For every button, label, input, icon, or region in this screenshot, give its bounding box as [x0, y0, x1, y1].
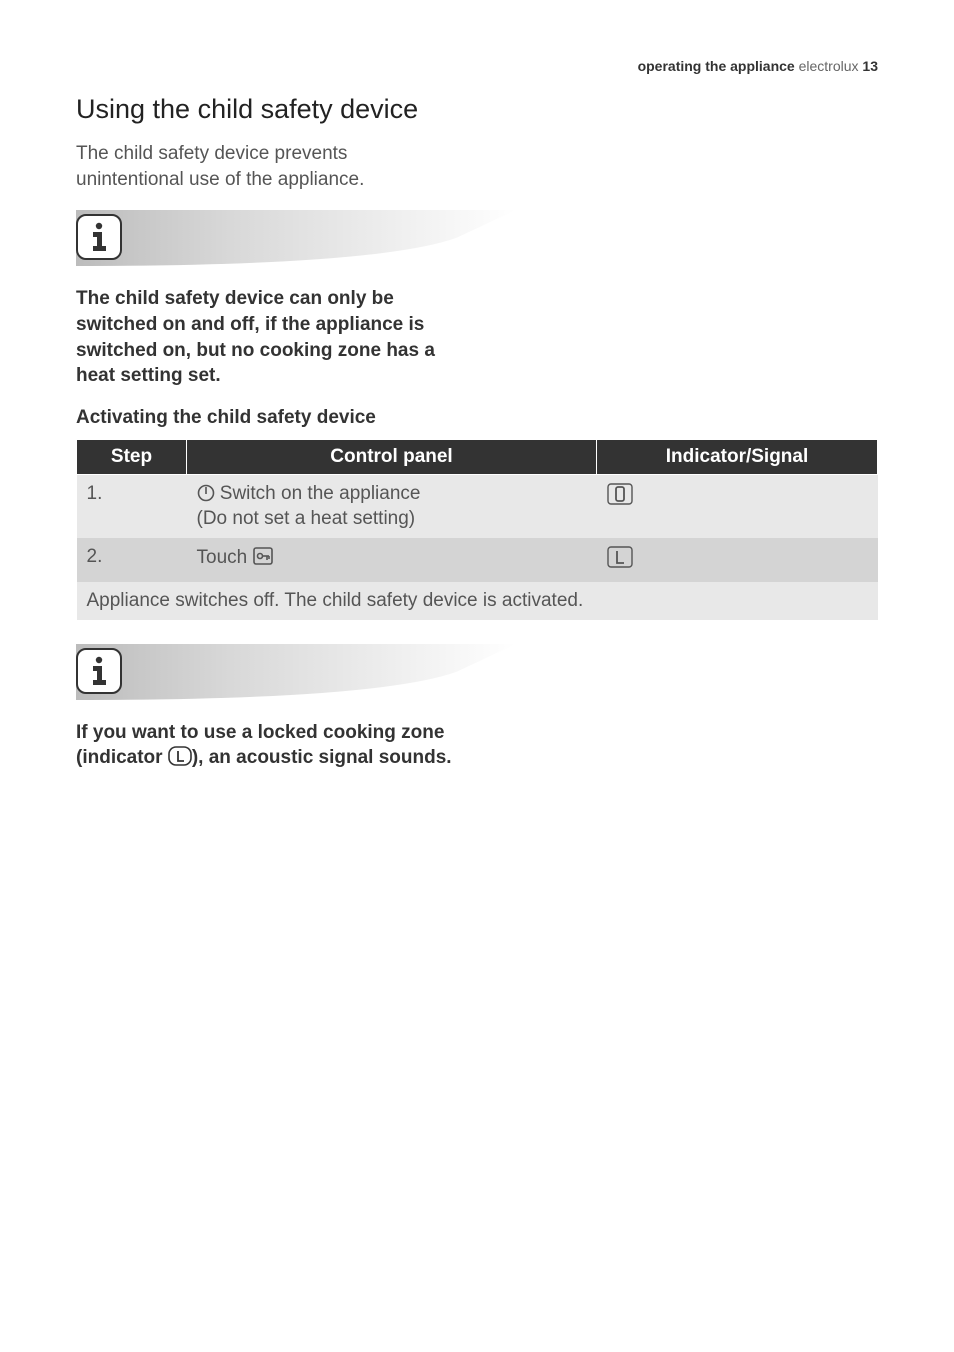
- table-row: 2. Touch: [77, 538, 878, 582]
- header-brand: electrolux: [799, 58, 859, 74]
- table-row: 1. Switch on the appliance (Do not set a…: [77, 474, 878, 538]
- step-control: Switch on the appliance (Do not set a he…: [187, 474, 597, 538]
- control-line2: (Do not set a heat setting): [197, 508, 416, 529]
- running-header: operating the appliance electrolux 13: [76, 58, 878, 74]
- subheading-activating: Activating the child safety device: [76, 407, 878, 429]
- control-prefix: Touch: [197, 547, 248, 568]
- header-page-number: 13: [862, 58, 878, 74]
- step-number: 2.: [77, 538, 187, 582]
- intro-paragraph: The child safety device prevents uninten…: [76, 141, 446, 192]
- header-section: operating the appliance: [638, 58, 795, 74]
- info-callout: [76, 644, 878, 700]
- table-footer: Appliance switches off. The child safety…: [77, 582, 878, 620]
- step-indicator: [597, 474, 878, 538]
- step-control: Touch: [187, 538, 597, 582]
- note2-part-b: ), an acoustic signal sounds.: [192, 747, 452, 768]
- info-callout: [76, 210, 878, 266]
- control-line1: Switch on the appliance: [220, 483, 421, 504]
- step-indicator: [597, 538, 878, 582]
- col-step: Step: [77, 439, 187, 474]
- col-control-panel: Control panel: [187, 439, 597, 474]
- segment-l-icon: [607, 546, 633, 574]
- step-number: 1.: [77, 474, 187, 538]
- info-icon: [76, 648, 122, 694]
- segment-zero-icon: [607, 483, 633, 511]
- segment-l-rounded-icon: [168, 746, 192, 774]
- swoosh-shading: [76, 210, 516, 266]
- table-row: Appliance switches off. The child safety…: [77, 582, 878, 620]
- col-indicator: Indicator/Signal: [597, 439, 878, 474]
- info-icon: [76, 214, 122, 260]
- lock-key-icon: [252, 546, 274, 572]
- note-condition: The child safety device can only be swit…: [76, 286, 476, 389]
- swoosh-shading: [76, 644, 516, 700]
- section-title: Using the child safety device: [76, 94, 878, 125]
- note-acoustic: If you want to use a locked cooking zone…: [76, 720, 476, 774]
- power-icon: [197, 484, 215, 508]
- steps-table: Step Control panel Indicator/Signal 1. S…: [76, 439, 878, 620]
